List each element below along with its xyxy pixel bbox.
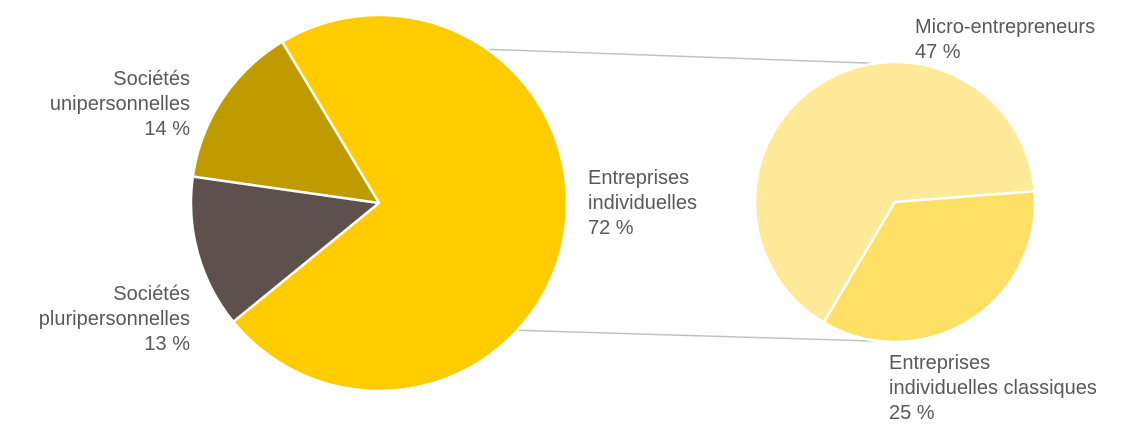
label-ei-name-line: individuelles	[588, 192, 697, 214]
label-su-name-line: unipersonnelles	[50, 93, 190, 115]
label-me: Micro-entrepreneurs 47 %	[915, 16, 1095, 63]
label-sp-value: 13 %	[144, 333, 190, 355]
label-sp-name-line: Sociétés	[113, 283, 190, 305]
label-ei-value: 72 %	[588, 217, 634, 239]
label-ei-name-line: Entreprises	[588, 167, 689, 189]
main-pie	[189, 13, 569, 393]
label-eic-value: 25 %	[889, 402, 935, 424]
breakout-pie	[753, 60, 1037, 344]
label-me-name-line: Micro-entrepreneurs	[915, 16, 1095, 38]
label-su-name-line: Sociétés	[113, 68, 190, 90]
label-eic: Entreprises individuelles classiques 25 %	[889, 352, 1097, 424]
label-sp-name-line: pluripersonnelles	[39, 308, 190, 330]
label-me-value: 47 %	[915, 41, 961, 63]
label-eic-name-line: individuelles classiques	[889, 377, 1097, 399]
slice-ei	[232, 13, 569, 393]
slice-labels: Entreprises individuelles 72 % Sociétés plur…	[39, 16, 1097, 424]
label-eic-name-line: Entreprises	[889, 352, 990, 374]
breakout-slice-me	[753, 60, 1036, 324]
label-su-value: 14 %	[144, 118, 190, 140]
label-ei: Entreprises individuelles 72 %	[588, 167, 697, 239]
label-sp: Sociétés pluripersonnelles 13 %	[39, 283, 190, 355]
slice-su	[191, 40, 381, 205]
slice-sp	[189, 175, 381, 324]
breakout-slice-eic	[822, 190, 1037, 344]
label-su: Sociétés unipersonnelles 14 %	[50, 68, 190, 140]
